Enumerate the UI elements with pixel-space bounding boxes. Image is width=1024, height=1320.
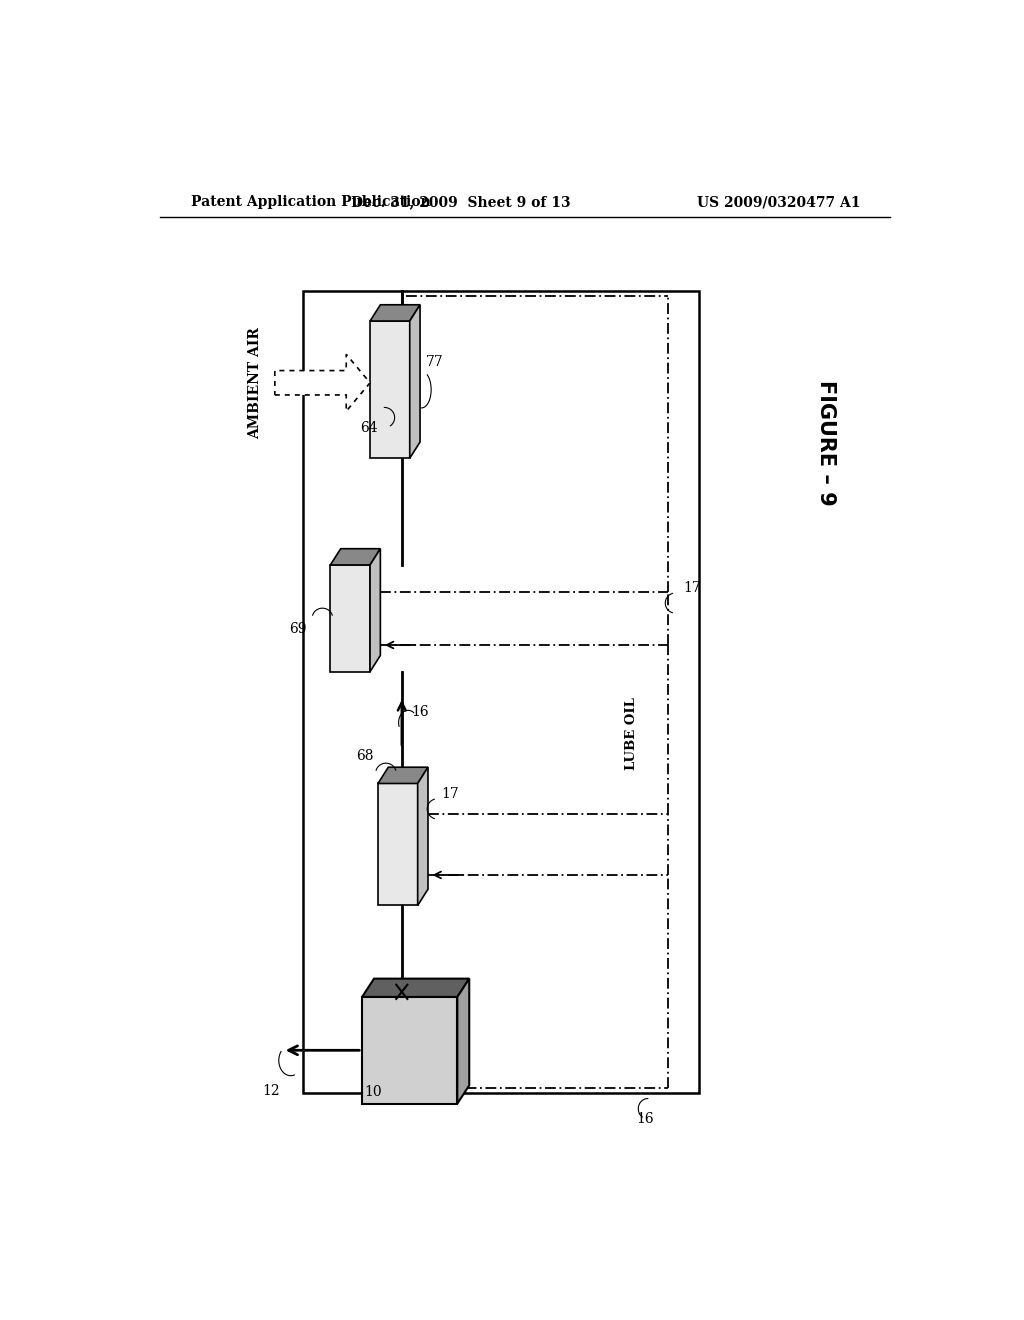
- Polygon shape: [274, 354, 370, 412]
- Polygon shape: [331, 549, 380, 565]
- Text: FIGURE – 9: FIGURE – 9: [816, 380, 837, 506]
- Text: 17: 17: [441, 787, 459, 801]
- Text: 77: 77: [426, 355, 443, 370]
- Polygon shape: [362, 978, 469, 997]
- Polygon shape: [458, 978, 469, 1104]
- Polygon shape: [370, 321, 410, 458]
- Polygon shape: [378, 784, 418, 906]
- Text: Patent Application Publication: Patent Application Publication: [191, 195, 431, 209]
- Text: Dec. 31, 2009  Sheet 9 of 13: Dec. 31, 2009 Sheet 9 of 13: [351, 195, 571, 209]
- Text: 10: 10: [365, 1085, 382, 1098]
- Polygon shape: [418, 767, 428, 906]
- Text: LUBE OIL: LUBE OIL: [626, 697, 638, 770]
- Polygon shape: [378, 767, 428, 784]
- Text: 69: 69: [289, 622, 306, 636]
- Text: 68: 68: [356, 750, 374, 763]
- Text: 12: 12: [262, 1084, 280, 1098]
- Polygon shape: [410, 305, 420, 458]
- Text: AMBIENT AIR: AMBIENT AIR: [248, 327, 262, 438]
- Text: US 2009/0320477 A1: US 2009/0320477 A1: [697, 195, 860, 209]
- Polygon shape: [331, 565, 370, 672]
- Bar: [303, 290, 699, 1093]
- Text: 16: 16: [636, 1111, 653, 1126]
- Polygon shape: [370, 549, 380, 672]
- Text: 16: 16: [412, 705, 429, 719]
- Polygon shape: [370, 305, 420, 321]
- Polygon shape: [362, 997, 458, 1104]
- Text: 17: 17: [684, 581, 701, 595]
- Text: 64: 64: [360, 421, 378, 434]
